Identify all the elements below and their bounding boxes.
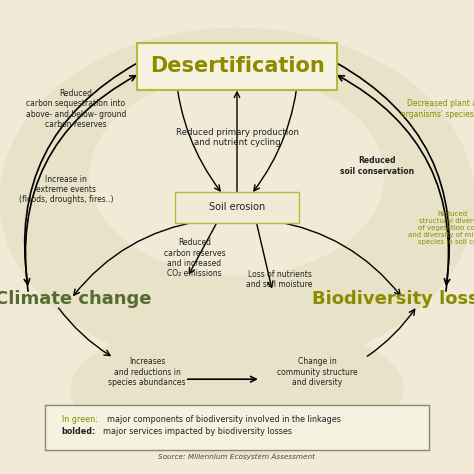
Text: Reduced
structural diversity
of vegetation cover
and diversity of microbial
spec: Reduced structural diversity of vegetati… (408, 210, 474, 245)
FancyBboxPatch shape (175, 192, 299, 223)
FancyBboxPatch shape (137, 43, 337, 90)
Ellipse shape (71, 322, 403, 455)
Text: Loss of nutrients
and soil moisture: Loss of nutrients and soil moisture (246, 270, 313, 289)
Text: Climate change: Climate change (0, 290, 152, 308)
Text: Biodiversity loss: Biodiversity loss (312, 290, 474, 308)
Text: Desertification: Desertification (150, 56, 324, 76)
Text: Soil erosion: Soil erosion (209, 202, 265, 212)
Text: Source: Millennium Ecosystem Assessment: Source: Millennium Ecosystem Assessment (158, 455, 316, 460)
FancyBboxPatch shape (45, 405, 429, 450)
Text: Increase in
extreme events
(floods, droughts, fires..): Increase in extreme events (floods, drou… (19, 175, 114, 204)
Text: major components of biodiversity involved in the linkages: major components of biodiversity involve… (107, 415, 340, 423)
Text: Reduced
carbon sequestration into
above- and below- ground
carbon reserves: Reduced carbon sequestration into above-… (26, 89, 126, 129)
Text: Reduced
carbon reserves
and increased
CO₂ emissions: Reduced carbon reserves and increased CO… (164, 238, 225, 278)
Text: Increases
and reductions in
species abundances: Increases and reductions in species abun… (108, 357, 186, 387)
Text: In green:: In green: (62, 415, 97, 423)
Text: Change in
community structure
and diversity: Change in community structure and divers… (277, 357, 358, 387)
Text: bolded:: bolded: (62, 427, 96, 436)
Text: major services impacted by biodiversity losses: major services impacted by biodiversity … (103, 427, 292, 436)
Text: Reduced
soil conservation: Reduced soil conservation (340, 156, 414, 175)
Ellipse shape (90, 76, 384, 275)
Text: Decreased plant and soil
organisms' species diversity: Decreased plant and soil organisms' spec… (401, 100, 474, 118)
Text: Reduced primary production
and nutrient cycling: Reduced primary production and nutrient … (175, 128, 299, 147)
Ellipse shape (0, 28, 474, 370)
